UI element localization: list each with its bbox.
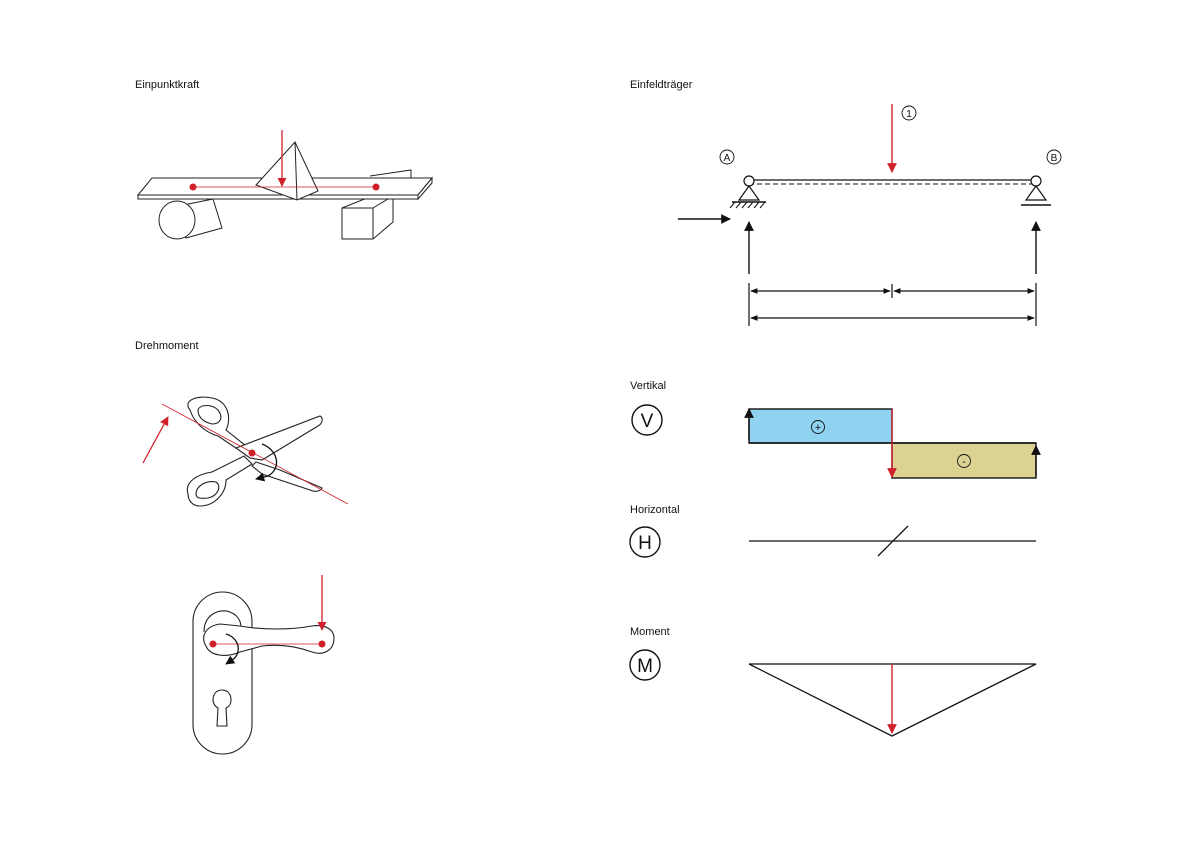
badge-h-circle xyxy=(629,526,661,558)
sign-plus-circle xyxy=(811,420,825,434)
support-a-label-circle xyxy=(719,149,735,165)
shear-positive-area xyxy=(748,408,893,444)
moment-diagram: M xyxy=(629,649,1037,737)
normal-force-diagram: H xyxy=(629,525,1036,558)
pivot-dot xyxy=(209,640,217,648)
badge-v: V xyxy=(641,411,654,432)
rotation-arrow xyxy=(225,633,239,665)
scissor-blade-lower xyxy=(251,461,323,492)
door-handle-illustration xyxy=(192,575,335,755)
sign-plus: + xyxy=(815,422,821,434)
support-block xyxy=(341,195,394,240)
rotation-arrow xyxy=(255,443,278,482)
badge-v-circle xyxy=(631,404,663,436)
door-plate xyxy=(192,591,253,755)
support-a-hinge xyxy=(743,175,755,187)
shear-negative-area xyxy=(891,442,1037,479)
plank-front xyxy=(137,194,419,200)
lever-handle xyxy=(203,623,335,656)
sign-minus: - xyxy=(962,456,966,468)
support-b-triangle xyxy=(1024,184,1048,201)
scissor-handle-lower xyxy=(186,455,253,507)
support-a-label: A xyxy=(724,153,731,164)
scissor-blade-upper xyxy=(234,415,323,461)
badge-h: H xyxy=(638,533,652,554)
point-dot xyxy=(189,183,197,191)
support-a-triangle xyxy=(737,184,761,201)
title-drehmoment: Drehmoment xyxy=(135,340,199,352)
shear-diagram: V + - xyxy=(631,404,1041,479)
title-vertikal: Vertikal xyxy=(630,380,667,392)
pivot-dot xyxy=(248,449,256,457)
load-number: 1 xyxy=(906,109,912,120)
load-number-circle xyxy=(901,105,917,121)
keyhole xyxy=(212,689,232,727)
zero-mark xyxy=(877,525,909,557)
sign-minus-circle xyxy=(957,454,971,468)
title-moment: Moment xyxy=(630,626,670,638)
title-einpunktkraft: Einpunktkraft xyxy=(135,79,200,91)
force-arrow xyxy=(142,416,169,464)
einpunktkraft-illustration xyxy=(136,130,434,240)
badge-m-circle xyxy=(629,649,661,681)
support-b-label: B xyxy=(1051,153,1058,164)
simple-beam-diagram: 1 A B xyxy=(678,104,1062,326)
support-b-label-circle xyxy=(1046,149,1062,165)
roller-end xyxy=(158,200,196,240)
badge-m: M xyxy=(637,656,653,677)
support-b-hinge xyxy=(1030,175,1042,187)
point-dot xyxy=(318,640,326,648)
point-dot xyxy=(372,183,380,191)
title-einfeldtraeger: Einfeldträger xyxy=(630,79,693,91)
title-horizontal: Horizontal xyxy=(630,504,680,516)
scissors-illustration xyxy=(142,396,349,507)
